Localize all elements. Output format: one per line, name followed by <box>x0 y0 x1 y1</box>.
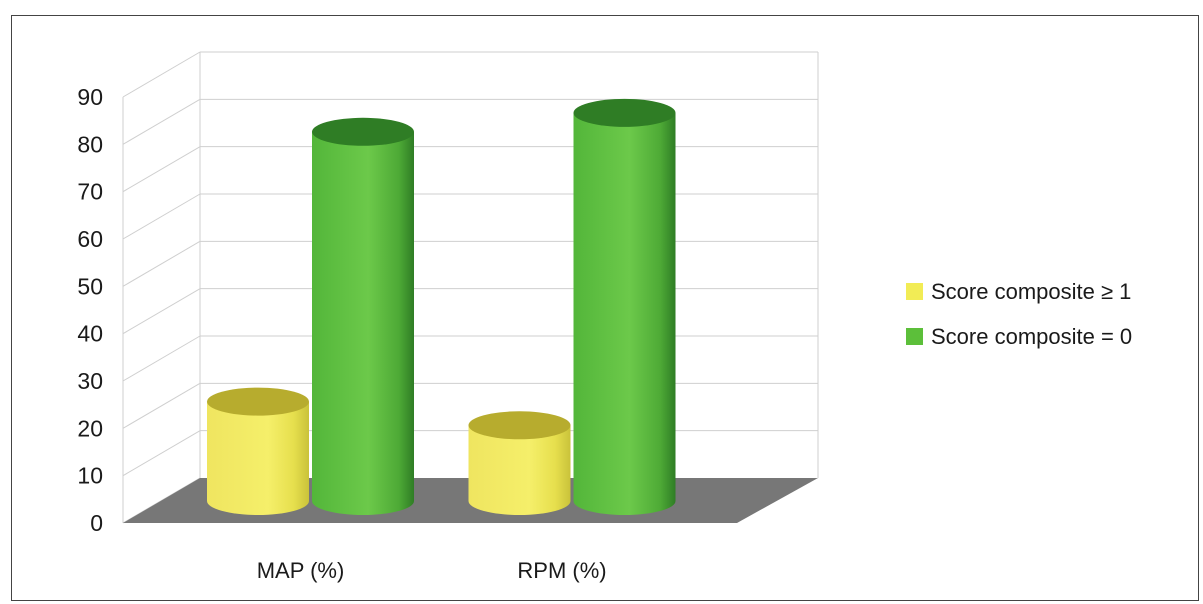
bar <box>468 411 571 516</box>
bar <box>573 98 676 516</box>
legend-label: Score composite ≥ 1 <box>931 279 1131 304</box>
gridline-side <box>122 430 201 477</box>
y-tick-label: 70 <box>77 179 103 205</box>
y-tick-label: 50 <box>77 273 103 299</box>
gridline-side <box>122 240 201 287</box>
gridline-side <box>122 51 201 98</box>
legend-label: Score composite = 0 <box>931 324 1132 349</box>
y-axis-ticks: 0 10 20 30 40 50 60 70 80 90 <box>77 84 103 536</box>
y-tick-label: 20 <box>77 415 103 441</box>
y-tick-label: 30 <box>77 368 103 394</box>
y-tick-label: 80 <box>77 131 103 157</box>
bar <box>312 117 414 516</box>
legend: Score composite ≥ 1 Score composite = 0 <box>906 279 1132 349</box>
bar <box>207 387 309 515</box>
category-label: MAP (%) <box>257 558 345 583</box>
x-axis-categories: MAP (%) RPM (%) <box>257 558 607 583</box>
gridline-side <box>122 98 201 145</box>
gridline-side <box>122 382 201 429</box>
y-tick-label: 90 <box>77 84 103 110</box>
gridline-side <box>122 193 201 240</box>
gridline-side <box>122 146 201 193</box>
grid-layer <box>122 51 819 524</box>
y-tick-label: 10 <box>77 463 103 489</box>
bar-top <box>573 98 676 127</box>
y-tick-label: 40 <box>77 321 103 347</box>
bars-layer <box>207 98 676 516</box>
legend-swatch <box>906 283 923 300</box>
y-tick-label: 0 <box>90 510 103 536</box>
y-tick-label: 60 <box>77 226 103 252</box>
gridline-side <box>122 288 201 335</box>
legend-swatch <box>906 328 923 345</box>
bar-top <box>312 117 414 146</box>
bar-top <box>207 387 309 416</box>
gridline-side <box>122 335 201 382</box>
category-label: RPM (%) <box>517 558 606 583</box>
bar-top <box>468 411 571 440</box>
